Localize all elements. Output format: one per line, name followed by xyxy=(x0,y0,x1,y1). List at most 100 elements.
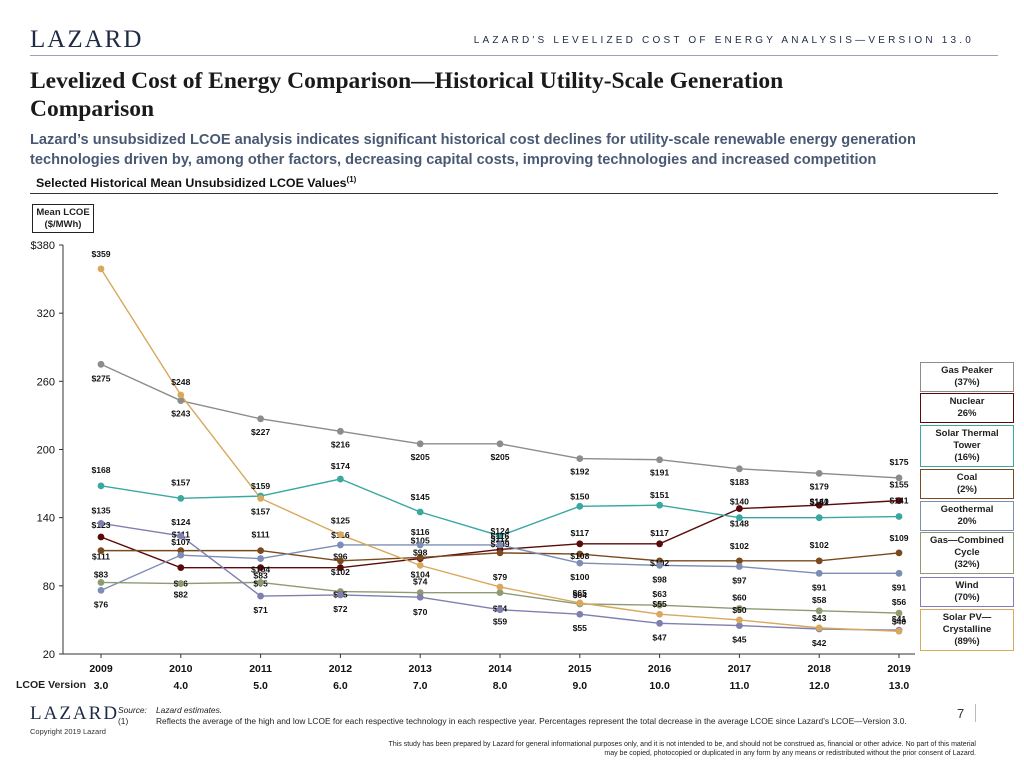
legend-item-solar-thermal-tower: Solar Thermal Tower (16%) xyxy=(920,425,1014,467)
data-point-coal xyxy=(496,549,504,557)
legend-item-name: Solar PV—Crystalline xyxy=(942,612,992,635)
data-point-coal xyxy=(815,557,823,565)
data-label-nuclear: $104 xyxy=(411,570,430,580)
data-label-wind: $59 xyxy=(493,617,508,627)
data-point-geothermal xyxy=(576,559,584,567)
data-label-nuclear: $117 xyxy=(570,528,589,538)
report-title: LAZARD'S LEVELIZED COST OF ENERGY ANALYS… xyxy=(473,35,974,46)
data-point-gas-peaker xyxy=(97,360,105,368)
data-point-solar-thermal-tower xyxy=(177,494,185,502)
legend-item-change: (32%) xyxy=(954,559,980,570)
y-tick-label: 260 xyxy=(37,376,55,388)
data-point-geothermal xyxy=(736,563,743,570)
data-point-wind xyxy=(656,619,663,627)
data-label-wind: $71 xyxy=(253,605,268,615)
lcoe-version-label: 7.0 xyxy=(413,680,428,692)
data-label-solar-pv-crystalline: $65 xyxy=(573,588,588,598)
data-point-wind xyxy=(257,592,264,600)
x-tick-label: 2019 xyxy=(887,663,911,675)
x-tick-label: 2015 xyxy=(568,663,592,675)
data-label-solar-pv-crystalline: $248 xyxy=(171,377,190,387)
lcoe-version-label: 13.0 xyxy=(889,680,910,692)
legend-item-gas-peaker: Gas Peaker (37%) xyxy=(920,362,1014,392)
data-point-solar-thermal-tower xyxy=(815,514,823,522)
data-label-gas-peaker: $192 xyxy=(570,467,589,477)
x-tick-label: 2011 xyxy=(249,663,272,675)
data-point-solar-pv-crystalline xyxy=(337,531,344,539)
data-point-gas-combined-cycle xyxy=(736,605,743,612)
data-point-nuclear xyxy=(337,564,344,572)
copyright: Copyright 2019 Lazard xyxy=(30,727,106,736)
data-point-coal xyxy=(97,547,105,555)
y-tick-label: 20 xyxy=(43,649,55,661)
data-point-nuclear xyxy=(97,533,105,541)
data-label-gas-peaker: $243 xyxy=(171,409,190,419)
legend-item-name: Wind xyxy=(955,580,979,591)
legend-item-change: 20% xyxy=(957,516,977,527)
y-tick-label: 140 xyxy=(37,513,55,525)
data-label-gas-combined-cycle: $56 xyxy=(892,597,907,607)
page-title: Levelized Cost of Energy Comparison—Hist… xyxy=(30,68,784,122)
data-label-wind: $45 xyxy=(732,635,747,645)
y-axis-label: Mean LCOE ($/MWh) xyxy=(32,204,94,233)
data-point-nuclear xyxy=(736,505,743,512)
data-label-solar-thermal-tower: $124 xyxy=(490,526,509,536)
data-label-solar-thermal-tower: $159 xyxy=(251,481,270,491)
data-point-geothermal xyxy=(97,586,105,594)
y-tick-label: 200 xyxy=(37,445,55,457)
data-point-wind xyxy=(97,519,105,527)
data-point-gas-peaker xyxy=(337,427,344,435)
chart-heading-divider xyxy=(30,193,998,194)
data-label-geothermal: $100 xyxy=(570,572,589,582)
data-label-solar-pv-crystalline: $43 xyxy=(812,613,827,623)
data-point-wind xyxy=(337,591,344,599)
data-point-gas-peaker xyxy=(257,415,264,423)
data-label-wind: $42 xyxy=(812,638,827,648)
data-label-gas-combined-cycle: $83 xyxy=(94,569,109,579)
data-point-nuclear xyxy=(815,501,823,509)
page-number: 7 xyxy=(957,706,965,721)
data-point-wind xyxy=(496,606,504,614)
data-label-geothermal: $91 xyxy=(812,582,827,592)
data-label-gas-combined-cycle: $74 xyxy=(413,577,428,587)
data-point-coal xyxy=(576,550,584,558)
header-divider xyxy=(30,55,998,56)
data-point-gas-peaker xyxy=(496,440,504,448)
data-label-gas-peaker: $216 xyxy=(331,439,350,449)
data-label-wind: $135 xyxy=(91,505,110,515)
data-label-solar-thermal-tower: $140 xyxy=(810,497,829,507)
source-text: Lazard estimates. xyxy=(156,705,223,715)
data-point-solar-pv-crystalline xyxy=(576,599,584,607)
y-tick-label: 320 xyxy=(37,308,55,320)
data-point-solar-thermal-tower xyxy=(895,513,903,520)
data-label-wind: $55 xyxy=(573,623,588,633)
data-label-coal: $102 xyxy=(730,541,749,551)
data-label-wind: $72 xyxy=(333,604,348,614)
data-point-geothermal xyxy=(895,569,903,577)
data-point-geothermal xyxy=(416,541,424,549)
data-label-gas-combined-cycle: $58 xyxy=(812,595,827,605)
data-label-solar-thermal-tower: $150 xyxy=(570,491,589,501)
data-label-solar-thermal-tower: $141 xyxy=(889,496,908,506)
legend-item-change: (89%) xyxy=(954,636,980,647)
x-tick-label: 2014 xyxy=(488,663,512,675)
data-label-gas-combined-cycle: $83 xyxy=(253,570,268,580)
legend-item-change: 26% xyxy=(957,408,977,419)
data-label-nuclear: $96 xyxy=(333,552,348,562)
data-label-wind: $70 xyxy=(413,607,428,617)
data-point-gas-combined-cycle xyxy=(895,609,903,617)
legend-item-change: (2%) xyxy=(956,484,978,495)
data-label-wind: $47 xyxy=(652,632,667,642)
data-label-geothermal: $116 xyxy=(411,527,430,537)
lcoe-version-label: 3.0 xyxy=(94,680,109,692)
legend-item-change: (37%) xyxy=(954,377,980,388)
data-point-wind xyxy=(576,610,584,618)
data-point-wind xyxy=(177,532,185,540)
data-point-gas-peaker xyxy=(895,474,903,482)
data-point-solar-pv-crystalline xyxy=(416,561,424,569)
data-point-gas-peaker xyxy=(656,456,663,464)
data-point-solar-pv-crystalline xyxy=(736,616,743,624)
data-label-gas-combined-cycle: $60 xyxy=(732,593,747,603)
lcoe-version-label: 12.0 xyxy=(809,680,830,692)
data-label-solar-pv-crystalline: $98 xyxy=(413,547,428,557)
